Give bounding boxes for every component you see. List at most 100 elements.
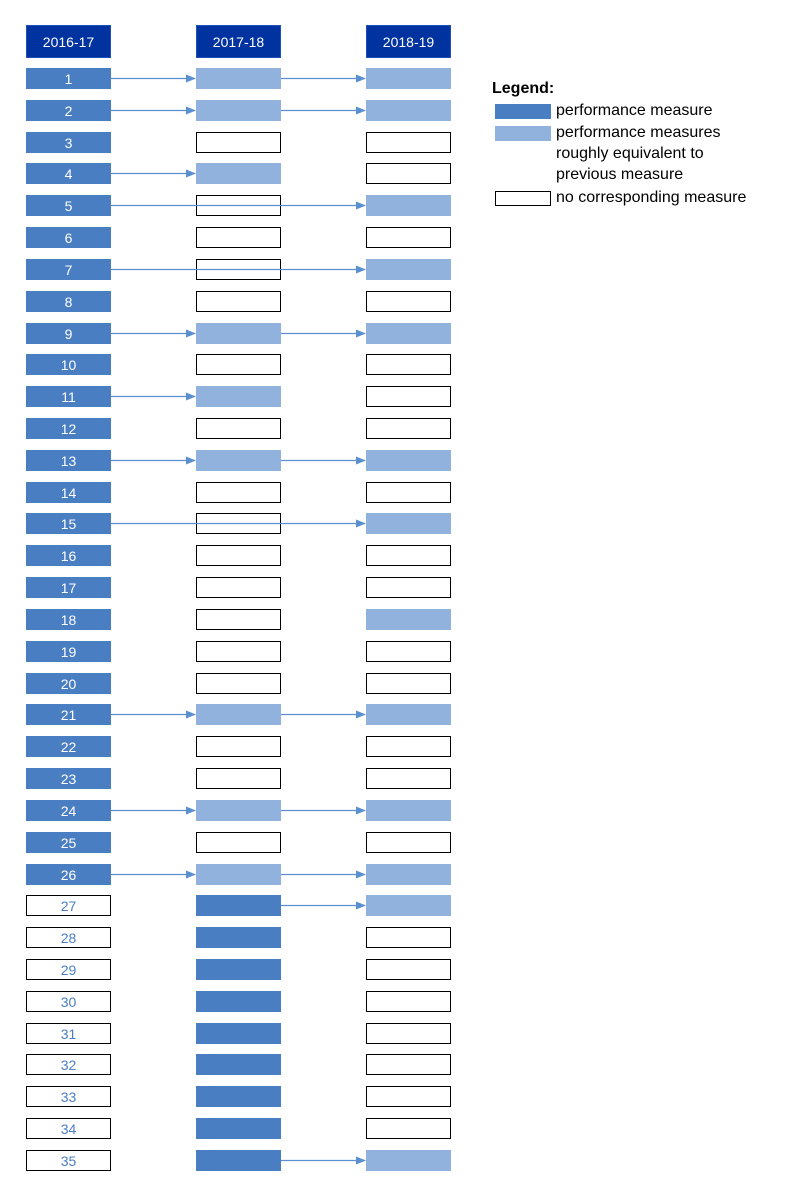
measure-box-2018-19-row-25 (366, 832, 451, 853)
measure-box-2016-17-row-21: 21 (26, 704, 111, 725)
measure-box-2018-19-row-10 (366, 354, 451, 375)
measure-box-2017-18-row-16 (196, 545, 281, 566)
measure-box-2018-19-row-4 (366, 163, 451, 184)
column-header-2016-17: 2016-17 (26, 25, 111, 58)
measure-box-2018-19-row-21 (366, 704, 451, 725)
measure-box-2016-17-row-15: 15 (26, 513, 111, 534)
legend-text-equivalent: performance measures roughly equivalent … (556, 124, 721, 183)
measure-box-2016-17-row-26: 26 (26, 864, 111, 885)
measure-box-2016-17-row-14: 14 (26, 482, 111, 503)
measure-box-2018-19-row-32 (366, 1054, 451, 1075)
measure-box-2017-18-row-20 (196, 673, 281, 694)
measure-box-2017-18-row-27 (196, 895, 281, 916)
measure-box-2017-18-row-9 (196, 323, 281, 344)
measure-box-2016-17-row-7: 7 (26, 259, 111, 280)
measure-box-2017-18-row-3 (196, 132, 281, 153)
measure-box-2018-19-row-16 (366, 545, 451, 566)
measure-box-2018-19-row-20 (366, 673, 451, 694)
measure-box-2018-19-row-30 (366, 991, 451, 1012)
measure-box-2016-17-row-9: 9 (26, 323, 111, 344)
legend-title: Legend: (492, 80, 555, 97)
measure-box-2017-18-row-11 (196, 386, 281, 407)
measure-box-2016-17-row-28: 28 (26, 927, 111, 948)
measure-box-2017-18-row-19 (196, 641, 281, 662)
measure-box-2016-17-row-1: 1 (26, 68, 111, 89)
measure-box-2018-19-row-22 (366, 736, 451, 757)
measure-box-2017-18-row-32 (196, 1054, 281, 1075)
measure-box-2017-18-row-25 (196, 832, 281, 853)
measure-box-2016-17-row-35: 35 (26, 1150, 111, 1171)
measure-box-2016-17-row-33: 33 (26, 1086, 111, 1107)
measure-box-2018-19-row-2 (366, 100, 451, 121)
measure-box-2016-17-row-23: 23 (26, 768, 111, 789)
measure-box-2017-18-row-15 (196, 513, 281, 534)
measure-box-2016-17-row-10: 10 (26, 354, 111, 375)
measure-box-2016-17-row-32: 32 (26, 1054, 111, 1075)
measure-box-2017-18-row-21 (196, 704, 281, 725)
measure-box-2017-18-row-24 (196, 800, 281, 821)
measure-box-2016-17-row-20: 20 (26, 673, 111, 694)
legend-text-performance: performance measure (556, 102, 713, 119)
measure-box-2017-18-row-5 (196, 195, 281, 216)
column-header-2018-19: 2018-19 (366, 25, 451, 58)
measure-box-2017-18-row-14 (196, 482, 281, 503)
measure-box-2017-18-row-33 (196, 1086, 281, 1107)
measure-box-2016-17-row-29: 29 (26, 959, 111, 980)
measure-box-2016-17-row-25: 25 (26, 832, 111, 853)
measure-box-2018-19-row-34 (366, 1118, 451, 1139)
measure-box-2018-19-row-6 (366, 227, 451, 248)
measure-box-2016-17-row-6: 6 (26, 227, 111, 248)
measure-box-2018-19-row-5 (366, 195, 451, 216)
measure-box-2017-18-row-10 (196, 354, 281, 375)
measure-box-2017-18-row-6 (196, 227, 281, 248)
measure-box-2017-18-row-2 (196, 100, 281, 121)
measure-box-2018-19-row-29 (366, 959, 451, 980)
measure-box-2016-17-row-11: 11 (26, 386, 111, 407)
measure-box-2018-19-row-8 (366, 291, 451, 312)
measure-box-2016-17-row-4: 4 (26, 163, 111, 184)
measure-box-2016-17-row-5: 5 (26, 195, 111, 216)
measure-box-2016-17-row-31: 31 (26, 1023, 111, 1044)
measure-box-2017-18-row-34 (196, 1118, 281, 1139)
column-header-2017-18: 2017-18 (196, 25, 281, 58)
measure-box-2018-19-row-27 (366, 895, 451, 916)
measure-box-2017-18-row-23 (196, 768, 281, 789)
legend-swatch-none (495, 191, 551, 206)
measure-box-2018-19-row-23 (366, 768, 451, 789)
measure-box-2017-18-row-26 (196, 864, 281, 885)
measure-box-2017-18-row-4 (196, 163, 281, 184)
measure-box-2017-18-row-7 (196, 259, 281, 280)
measure-box-2018-19-row-24 (366, 800, 451, 821)
measure-box-2017-18-row-35 (196, 1150, 281, 1171)
measure-box-2017-18-row-1 (196, 68, 281, 89)
measure-box-2018-19-row-18 (366, 609, 451, 630)
measure-box-2018-19-row-17 (366, 577, 451, 598)
measure-box-2016-17-row-13: 13 (26, 450, 111, 471)
measure-box-2017-18-row-29 (196, 959, 281, 980)
measure-box-2016-17-row-18: 18 (26, 609, 111, 630)
measure-box-2016-17-row-8: 8 (26, 291, 111, 312)
legend-swatch-equivalent (495, 126, 551, 141)
measure-box-2017-18-row-17 (196, 577, 281, 598)
measure-box-2018-19-row-11 (366, 386, 451, 407)
measure-box-2018-19-row-9 (366, 323, 451, 344)
measure-box-2016-17-row-24: 24 (26, 800, 111, 821)
measure-box-2016-17-row-12: 12 (26, 418, 111, 439)
measure-box-2018-19-row-35 (366, 1150, 451, 1171)
legend-text-none: no corresponding measure (556, 189, 747, 206)
measure-box-2018-19-row-13 (366, 450, 451, 471)
measure-box-2016-17-row-17: 17 (26, 577, 111, 598)
measure-box-2017-18-row-13 (196, 450, 281, 471)
measure-box-2018-19-row-31 (366, 1023, 451, 1044)
measure-box-2018-19-row-7 (366, 259, 451, 280)
measure-box-2017-18-row-31 (196, 1023, 281, 1044)
measure-box-2018-19-row-1 (366, 68, 451, 89)
measure-box-2016-17-row-30: 30 (26, 991, 111, 1012)
measure-box-2017-18-row-28 (196, 927, 281, 948)
measure-box-2018-19-row-33 (366, 1086, 451, 1107)
measure-box-2018-19-row-12 (366, 418, 451, 439)
measure-box-2018-19-row-3 (366, 132, 451, 153)
measure-box-2018-19-row-28 (366, 927, 451, 948)
measure-box-2018-19-row-19 (366, 641, 451, 662)
